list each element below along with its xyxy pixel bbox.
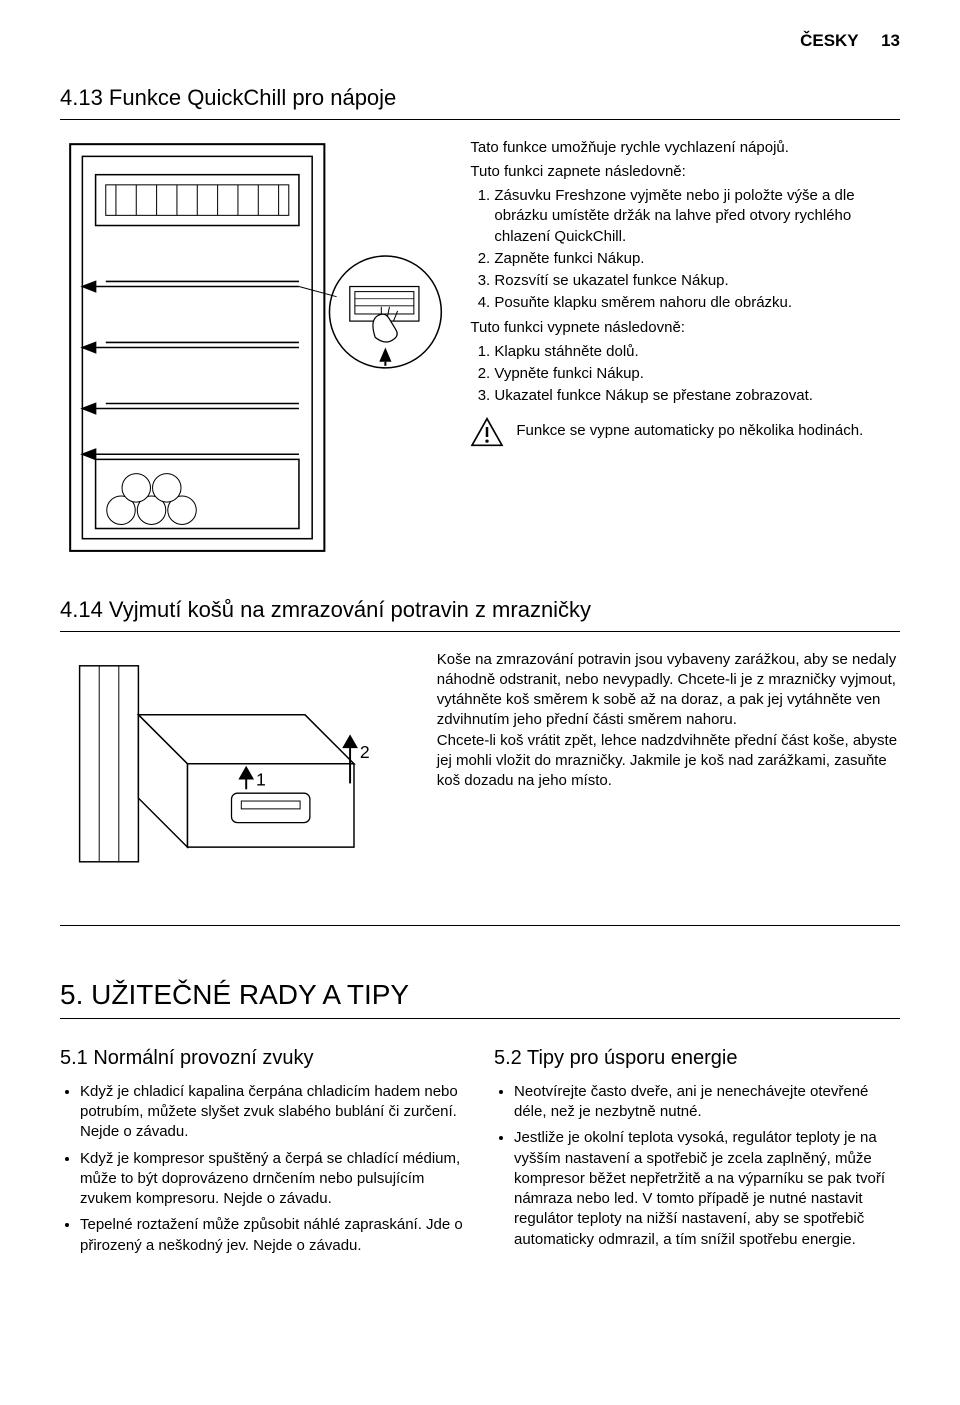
fridge-svg [60, 134, 446, 561]
list-item: Posuňte klapku směrem nahoru dle obrázku… [494, 293, 900, 313]
section-414-content: 1 2 Koše na zmrazování potravin jsou vyb… [60, 646, 900, 897]
section-414-title: 4.14 Vyjmutí košů na zmrazování potravin… [60, 595, 900, 625]
s413-intro1: Tato funkce umožňuje rychle vychlazení n… [470, 138, 900, 158]
list-item: Když je kompresor spuštěný a čerpá se ch… [80, 1149, 466, 1210]
list-item: Když je chladicí kapalina čerpána chladi… [80, 1082, 466, 1143]
section-413-title: 4.13 Funkce QuickChill pro nápoje [60, 83, 900, 113]
section-51-list: Když je chladicí kapalina čerpána chladi… [60, 1082, 466, 1256]
chapter-5-columns: 5.1 Normální provozní zvuky Když je chla… [60, 1033, 900, 1262]
section-413-text: Tato funkce umožňuje rychle vychlazení n… [470, 134, 900, 567]
s413-on-list: Zásuvku Freshzone vyjměte nebo ji položt… [470, 186, 900, 314]
section-413-content: Tato funkce umožňuje rychle vychlazení n… [60, 134, 900, 567]
list-item: Rozsvítí se ukazatel funkce Nákup. [494, 271, 900, 291]
drawer-illustration: 1 2 [60, 646, 413, 897]
list-item: Tepelné roztažení může způsobit náhlé za… [80, 1215, 466, 1256]
drawer-label-2: 2 [360, 742, 370, 762]
list-item: Zapněte funkci Nákup. [494, 249, 900, 269]
drawer-label-1: 1 [256, 769, 266, 789]
header-lang: ČESKY [800, 31, 858, 50]
rule-414-bottom [60, 925, 900, 926]
rule-5 [60, 1018, 900, 1019]
page-header: ČESKY 13 [60, 30, 900, 53]
col-51: 5.1 Normální provozní zvuky Když je chla… [60, 1033, 466, 1262]
s414-body: Koše na zmrazování potravin jsou vybaven… [437, 650, 900, 792]
chapter-5-title: 5. UŽITEČNÉ RADY A TIPY [60, 976, 900, 1014]
list-item: Jestliže je okolní teplota vysoká, regul… [514, 1128, 900, 1250]
list-item: Ukazatel funkce Nákup se přestane zobraz… [494, 386, 900, 406]
header-page: 13 [881, 31, 900, 50]
s413-off-intro: Tuto funkci vypnete následovně: [470, 318, 900, 338]
section-52-title: 5.2 Tipy pro úsporu energie [494, 1045, 900, 1072]
section-414-text: Koše na zmrazování potravin jsou vybaven… [437, 646, 900, 897]
warning-text: Funkce se vypne automaticky po několika … [516, 421, 863, 441]
section-51-title: 5.1 Normální provozní zvuky [60, 1045, 466, 1072]
rule-414-top [60, 631, 900, 632]
drawer-svg: 1 2 [60, 656, 413, 891]
list-item: Klapku stáhněte dolů. [494, 342, 900, 362]
warning-box: Funkce se vypne automaticky po několika … [470, 417, 900, 447]
list-item: Zásuvku Freshzone vyjměte nebo ji položt… [494, 186, 900, 247]
list-item: Neotvírejte často dveře, ani je nenecháv… [514, 1082, 900, 1123]
s413-intro2: Tuto funkci zapnete následovně: [470, 162, 900, 182]
warning-triangle-icon [470, 417, 504, 447]
section-52-list: Neotvírejte často dveře, ani je nenecháv… [494, 1082, 900, 1250]
fridge-illustration [60, 134, 446, 567]
s413-off-list: Klapku stáhněte dolů. Vypněte funkci Nák… [470, 342, 900, 407]
col-52: 5.2 Tipy pro úsporu energie Neotvírejte … [494, 1033, 900, 1262]
list-item: Vypněte funkci Nákup. [494, 364, 900, 384]
rule-413 [60, 119, 900, 120]
